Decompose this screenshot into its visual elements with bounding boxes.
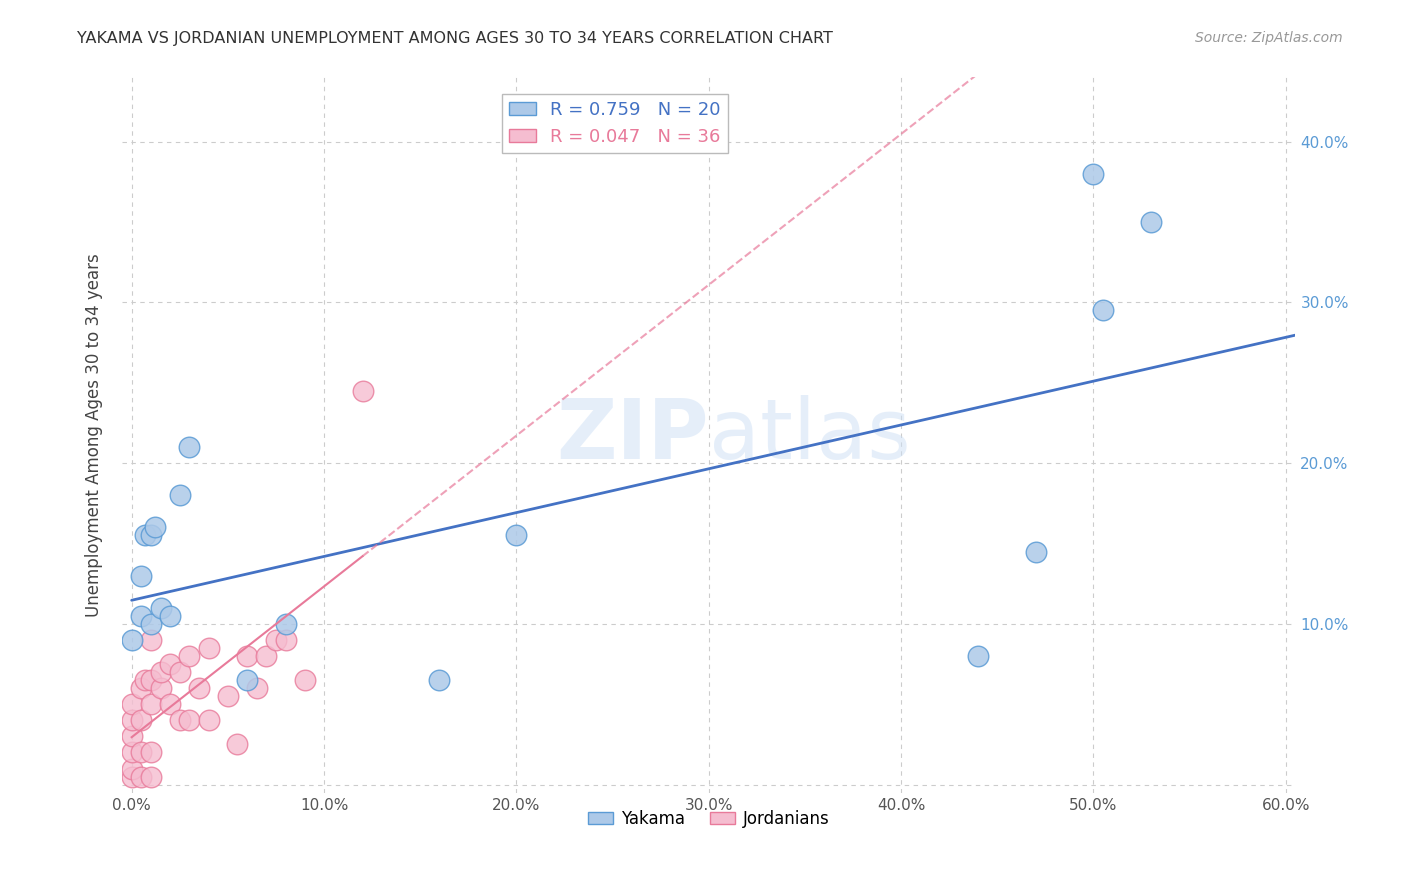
Point bbox=[274, 616, 297, 631]
Point bbox=[169, 488, 191, 502]
Legend: Yakama, Jordanians: Yakama, Jordanians bbox=[581, 803, 837, 834]
Point bbox=[179, 648, 201, 663]
Point bbox=[129, 746, 152, 760]
Point bbox=[139, 528, 162, 542]
Point bbox=[159, 657, 181, 671]
Point bbox=[121, 698, 143, 712]
Text: YAKAMA VS JORDANIAN UNEMPLOYMENT AMONG AGES 30 TO 34 YEARS CORRELATION CHART: YAKAMA VS JORDANIAN UNEMPLOYMENT AMONG A… bbox=[77, 31, 834, 46]
Point bbox=[129, 568, 152, 582]
Text: ZIP: ZIP bbox=[557, 394, 709, 475]
Text: Source: ZipAtlas.com: Source: ZipAtlas.com bbox=[1195, 31, 1343, 45]
Point bbox=[149, 665, 172, 679]
Point bbox=[129, 681, 152, 696]
Point bbox=[179, 440, 201, 454]
Point bbox=[1092, 303, 1115, 318]
Point bbox=[139, 770, 162, 784]
Point bbox=[149, 681, 172, 696]
Point bbox=[236, 648, 259, 663]
Point bbox=[264, 632, 287, 647]
Point bbox=[134, 528, 156, 542]
Point bbox=[139, 673, 162, 687]
Y-axis label: Unemployment Among Ages 30 to 34 years: Unemployment Among Ages 30 to 34 years bbox=[86, 253, 103, 617]
Point bbox=[159, 608, 181, 623]
Point bbox=[179, 714, 201, 728]
Point bbox=[294, 673, 316, 687]
Point bbox=[246, 681, 269, 696]
Point bbox=[226, 738, 249, 752]
Point bbox=[352, 384, 374, 398]
Point bbox=[134, 673, 156, 687]
Point bbox=[1025, 544, 1047, 558]
Point bbox=[149, 600, 172, 615]
Point bbox=[129, 714, 152, 728]
Point bbox=[188, 681, 211, 696]
Point bbox=[139, 746, 162, 760]
Point bbox=[121, 762, 143, 776]
Point bbox=[139, 616, 162, 631]
Point bbox=[169, 714, 191, 728]
Point bbox=[129, 608, 152, 623]
Point bbox=[1083, 167, 1105, 181]
Point bbox=[121, 632, 143, 647]
Point bbox=[169, 665, 191, 679]
Point bbox=[197, 714, 219, 728]
Point bbox=[143, 520, 166, 534]
Point bbox=[274, 632, 297, 647]
Point bbox=[159, 698, 181, 712]
Point bbox=[217, 690, 239, 704]
Point bbox=[121, 746, 143, 760]
Point bbox=[254, 648, 277, 663]
Point bbox=[139, 698, 162, 712]
Point bbox=[505, 528, 527, 542]
Point bbox=[1140, 215, 1163, 229]
Point bbox=[429, 673, 451, 687]
Point bbox=[197, 640, 219, 655]
Point bbox=[967, 648, 990, 663]
Point bbox=[121, 770, 143, 784]
Point bbox=[121, 730, 143, 744]
Point bbox=[139, 632, 162, 647]
Point bbox=[129, 770, 152, 784]
Point bbox=[236, 673, 259, 687]
Text: atlas: atlas bbox=[709, 394, 911, 475]
Point bbox=[121, 714, 143, 728]
